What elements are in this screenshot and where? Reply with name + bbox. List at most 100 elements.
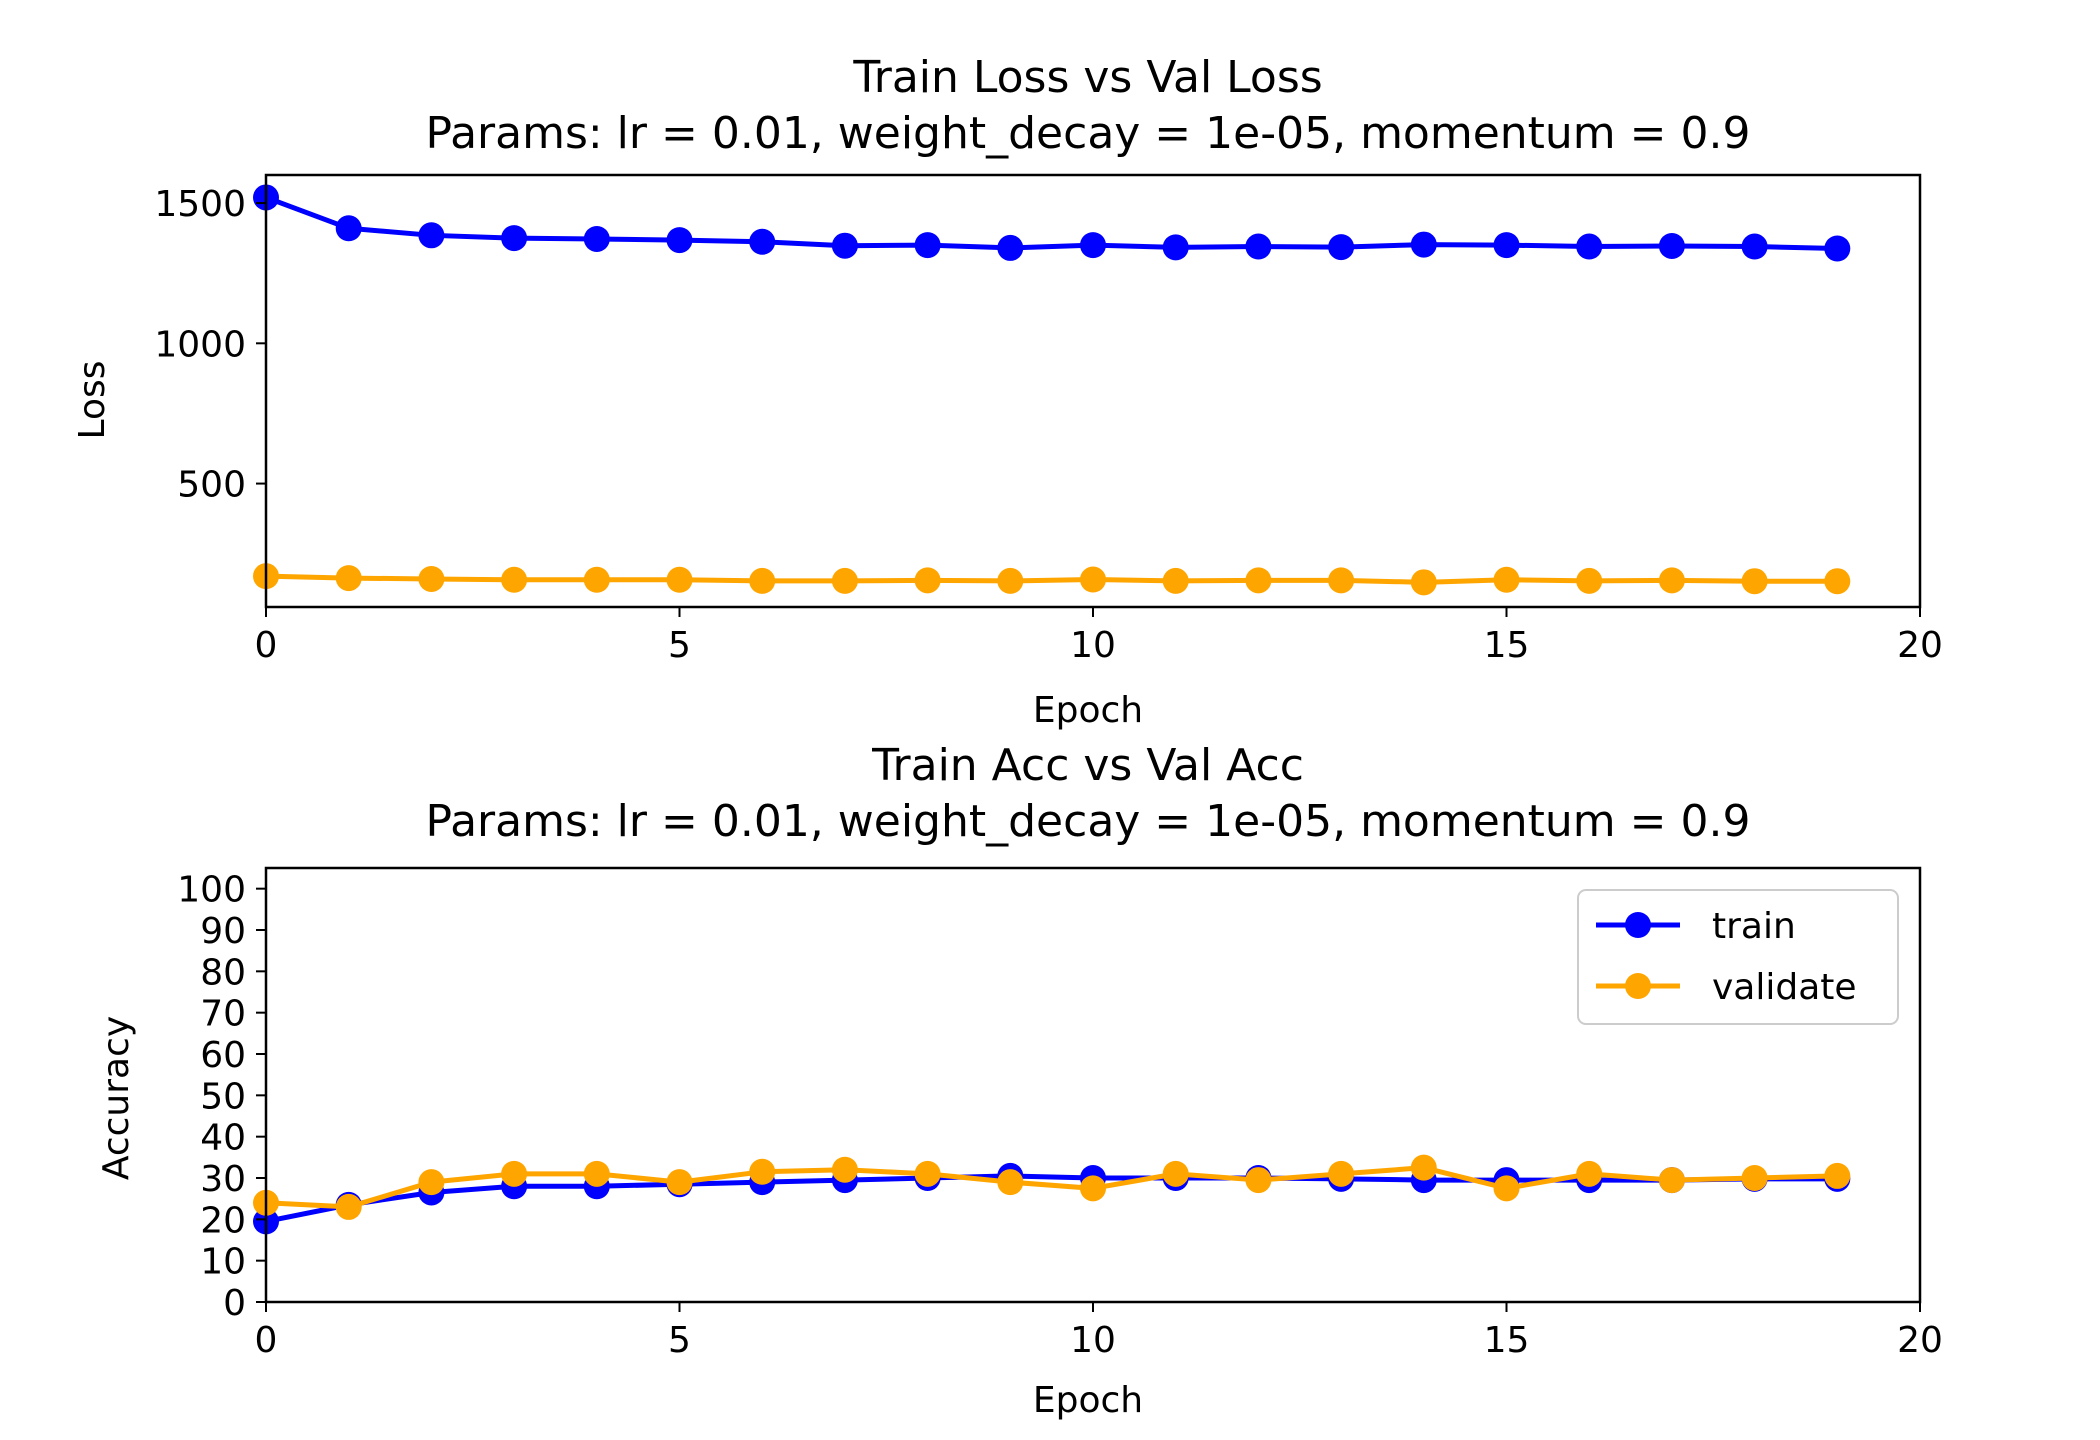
loss-train-point <box>418 222 445 249</box>
accuracy-x-tick-label: 15 <box>1484 1320 1530 1361</box>
accuracy-validate-point <box>335 1193 362 1220</box>
accuracy-y-tick-label: 60 <box>200 1035 246 1076</box>
accuracy-validate-point <box>583 1160 610 1187</box>
legend: train validate <box>1577 889 1899 1025</box>
loss-validate-point <box>335 565 362 592</box>
accuracy-y-tick-label: 0 <box>223 1283 246 1324</box>
loss-validate-point <box>1576 567 1603 594</box>
accuracy-chart-subtitle: Params: lr = 0.01, weight_decay = 1e-05,… <box>426 796 1751 847</box>
loss-train-point <box>1741 233 1768 260</box>
accuracy-series-validate-line <box>265 1165 1838 1210</box>
legend-train-marker <box>1625 912 1651 938</box>
legend-train-label: train <box>1712 906 1796 947</box>
accuracy-y-tick-label: 10 <box>200 1242 246 1283</box>
loss-chart-title: Train Loss vs Val Loss <box>852 52 1322 103</box>
loss-y-tick-label: 1500 <box>154 184 246 225</box>
loss-x-tick-label: 20 <box>1897 625 1943 666</box>
loss-chart: Train Loss vs Val Loss Params: lr = 0.01… <box>72 52 1943 731</box>
accuracy-y-tick-label: 30 <box>200 1159 246 1200</box>
loss-train-point <box>1245 233 1272 260</box>
accuracy-validate-point <box>1741 1165 1768 1191</box>
accuracy-y-tick-label: 20 <box>200 1200 246 1241</box>
loss-validate-point <box>418 565 445 592</box>
accuracy-validate-point <box>1328 1160 1355 1187</box>
accuracy-y-tick-label: 90 <box>200 911 246 952</box>
accuracy-validate-point <box>1162 1160 1189 1187</box>
loss-validate-point <box>1328 567 1355 594</box>
loss-train-point <box>501 225 528 252</box>
loss-validate-point <box>1162 567 1189 594</box>
loss-train-point <box>1576 233 1603 260</box>
accuracy-y-tick-label: 70 <box>200 994 246 1035</box>
accuracy-validate-point <box>914 1160 941 1187</box>
accuracy-x-tick-label: 5 <box>668 1320 691 1361</box>
loss-y-tick-label: 500 <box>177 465 246 506</box>
loss-validate-point <box>1658 567 1685 594</box>
accuracy-x-tick-label: 20 <box>1897 1320 1943 1361</box>
loss-train-point <box>1410 231 1437 258</box>
accuracy-validate-point <box>1493 1175 1520 1202</box>
loss-train-point <box>914 232 941 259</box>
loss-validate-point <box>1741 568 1768 595</box>
loss-validate-point <box>914 567 941 594</box>
loss-x-tick-label: 0 <box>255 625 278 666</box>
loss-validate-point <box>1410 569 1437 596</box>
accuracy-validate-point <box>1245 1167 1272 1194</box>
accuracy-validate-point <box>1658 1167 1685 1194</box>
accuracy-validate-point <box>1410 1154 1437 1181</box>
loss-validate-point <box>1080 566 1106 593</box>
loss-validate-point <box>749 567 776 594</box>
loss-x-axis-label: Epoch <box>1033 690 1143 731</box>
loss-validate-point <box>583 566 610 593</box>
loss-x-tick-label: 15 <box>1484 625 1530 666</box>
loss-train-point <box>997 234 1024 261</box>
loss-train-point <box>1824 235 1851 262</box>
accuracy-y-axis-label: Accuracy <box>96 1016 137 1180</box>
accuracy-y-tick-label: 40 <box>200 1118 246 1159</box>
loss-validate-point <box>1493 566 1520 593</box>
accuracy-validate-point <box>1576 1160 1603 1187</box>
loss-validate-point <box>831 567 858 594</box>
legend-validate-label: validate <box>1712 967 1857 1008</box>
loss-x-tick-label: 10 <box>1070 625 1116 666</box>
accuracy-validate-point <box>749 1158 776 1185</box>
accuracy-validate-point <box>831 1156 858 1183</box>
loss-train-point <box>1080 232 1106 259</box>
loss-train-point <box>1658 232 1685 259</box>
accuracy-validate-point <box>666 1169 693 1196</box>
loss-train-point <box>1328 234 1355 261</box>
accuracy-chart-title: Train Acc vs Val Acc <box>871 740 1304 791</box>
loss-train-point <box>749 228 776 255</box>
loss-validate-point <box>1824 568 1851 595</box>
accuracy-x-tick-label: 0 <box>255 1320 278 1361</box>
loss-validate-point <box>501 566 528 593</box>
accuracy-chart: Train Acc vs Val Acc Params: lr = 0.01, … <box>96 740 1943 1421</box>
loss-y-tick-label: 1000 <box>154 324 246 365</box>
loss-train-point <box>1162 234 1189 261</box>
loss-train-point <box>666 227 693 254</box>
accuracy-series-train-line <box>265 1173 1838 1224</box>
accuracy-y-tick-label: 100 <box>177 870 246 911</box>
accuracy-validate-point <box>501 1160 528 1187</box>
loss-train-point <box>1493 232 1520 259</box>
legend-validate-marker <box>1625 973 1651 999</box>
accuracy-validate-point <box>1824 1162 1851 1189</box>
loss-validate-point <box>997 567 1024 594</box>
loss-train-point <box>335 215 362 242</box>
accuracy-validate-point <box>418 1169 445 1196</box>
loss-series-validate-line <box>265 573 1838 585</box>
loss-validate-point <box>1245 567 1272 594</box>
accuracy-y-tick-label: 80 <box>200 952 246 993</box>
loss-train-point <box>583 225 610 252</box>
accuracy-validate-point <box>997 1169 1024 1196</box>
accuracy-x-tick-label: 10 <box>1070 1320 1116 1361</box>
loss-validate-point <box>666 566 693 593</box>
loss-chart-subtitle: Params: lr = 0.01, weight_decay = 1e-05,… <box>426 108 1751 159</box>
loss-x-tick-label: 5 <box>668 625 691 666</box>
loss-y-axis-label: Loss <box>72 361 113 440</box>
loss-train-point <box>831 232 858 259</box>
loss-plot-area: 0 5 10 15 20 500 1000 1500 <box>154 173 1943 666</box>
accuracy-validate-point <box>1080 1175 1106 1202</box>
accuracy-y-tick-label: 50 <box>200 1076 246 1117</box>
